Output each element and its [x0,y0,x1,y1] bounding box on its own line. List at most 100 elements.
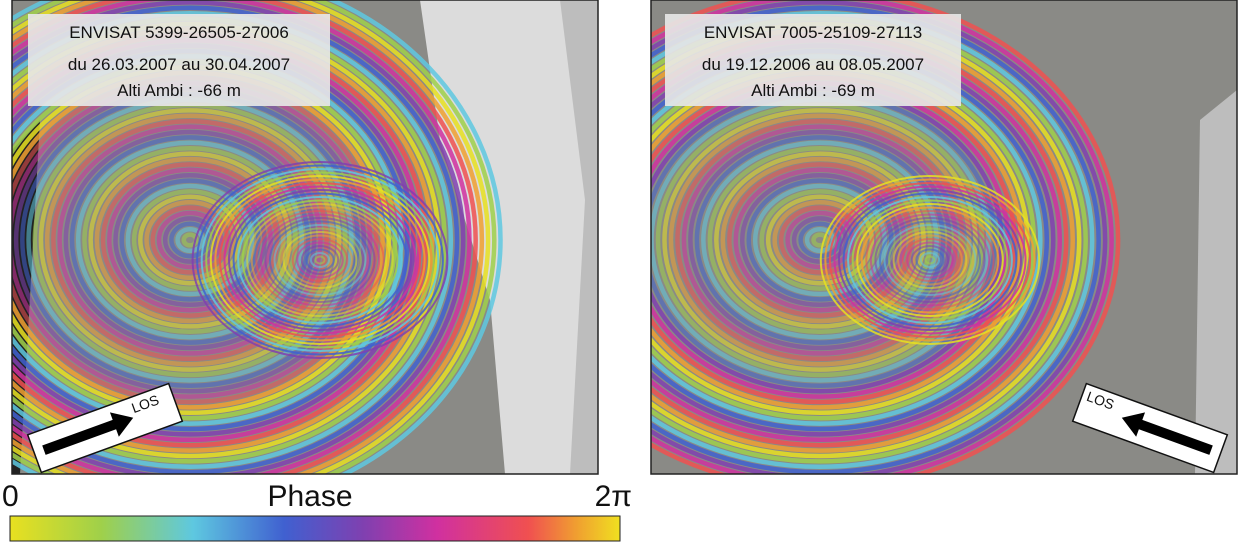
los-indicator: LOS [1071,382,1229,474]
fringe [752,183,888,297]
fringe [865,210,995,310]
fringe [305,248,335,272]
fringe [847,196,1013,324]
fringe [819,175,1041,345]
fringe [833,185,1027,335]
panel-dates: du 19.12.2006 au 08.05.2007 [702,55,924,74]
fringe [759,189,881,291]
fringe [113,172,267,308]
fringe [250,206,390,314]
fringe [156,210,224,270]
fringe [651,5,1101,474]
fringe [200,168,440,352]
fringe [223,185,417,335]
fringe [869,213,991,307]
los-arrow [1121,412,1213,455]
colorbar [9,515,621,542]
label-box [665,14,961,106]
fringe [12,0,485,474]
fringe [241,199,399,321]
fringe [119,178,261,302]
colorbar-max: 2π [595,480,632,513]
fringe [296,241,344,279]
panel-frame [650,0,1238,475]
fringe [778,205,862,275]
los-arrow [42,412,134,455]
fringe [278,227,362,293]
fringe [232,192,408,328]
fringe [287,234,353,286]
fringe [291,238,349,282]
fringe [851,199,1009,321]
fringe [906,241,954,279]
fringe [205,171,435,349]
fringe [910,245,950,275]
fringe [924,255,936,265]
fringe [214,178,426,342]
fringe [651,0,1108,474]
colorbar-min: 0 [2,480,19,513]
fringe [883,224,977,296]
sea [1195,90,1237,474]
fringe [300,245,340,275]
fringe [44,113,336,367]
fringe [191,161,449,359]
fringe [878,220,982,300]
fringe [694,135,946,345]
fringe [12,0,497,474]
fringe [273,224,367,296]
fringe [668,113,972,367]
fringe [838,189,1022,331]
shaded-relief [420,0,598,474]
fringe [856,203,1004,317]
fringe [218,182,422,338]
fringe [12,0,466,474]
los-indicator: LOS [26,382,184,474]
fringe [237,196,403,324]
fringe [915,248,945,272]
fringe [12,0,472,474]
fringe [842,192,1018,328]
fringe [874,217,986,303]
sea [560,0,598,474]
panel-dates: du 26.03.2007 au 30.04.2007 [68,55,290,74]
fringe [309,252,331,268]
fringe [824,178,1036,342]
colorbar-title: Phase [267,480,352,513]
fringe [268,220,372,300]
fringe [720,156,920,324]
fringe [651,0,1114,474]
fringe [138,194,242,286]
fringe [196,164,444,356]
fringe [888,227,972,293]
label-box [28,14,330,106]
fringe [901,238,959,282]
fringe [264,217,376,303]
fringe [828,182,1032,338]
panel-title: ENVISAT 7005-25109-27113 [704,23,922,42]
fringe [12,5,460,474]
fringe [228,189,412,331]
panel-title: ENVISAT 5399-26505-27006 [69,23,289,42]
fringe [651,0,1121,474]
panel-frame [11,0,599,475]
fringe [662,108,978,372]
fringe [246,203,394,317]
fringe [209,175,431,345]
fringe [12,0,491,474]
fringe [255,210,385,310]
fringe [892,231,968,289]
fringe [12,11,453,469]
fringe [12,0,503,474]
fringe [860,206,1000,314]
fringe [772,199,868,281]
fringe [919,252,941,268]
fringe [897,234,963,286]
fringe [12,0,478,474]
fringe [651,11,1095,469]
fringe [282,231,358,289]
fringe [259,213,381,307]
fringe [314,255,326,265]
